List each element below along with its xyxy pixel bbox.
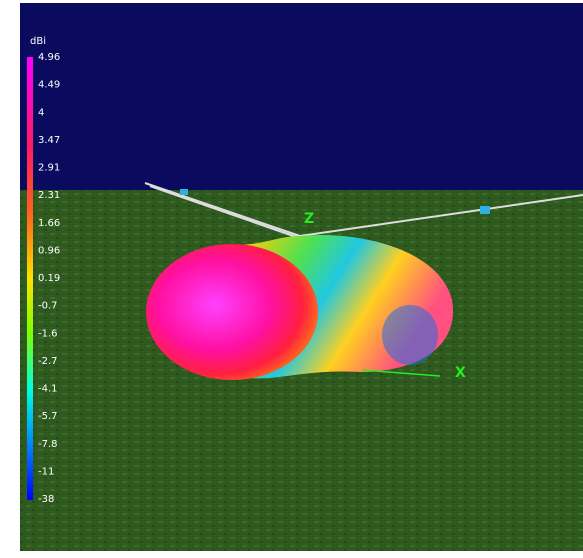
colorbar-label: -2.7 xyxy=(38,356,58,367)
colorbar-label: 1.66 xyxy=(38,218,60,229)
colorbar-label: -4.1 xyxy=(38,384,58,395)
colorbar-label: -5.7 xyxy=(38,411,58,422)
colorbar-label: 4.96 xyxy=(38,52,60,63)
colorbar-gradient xyxy=(27,57,33,500)
colorbar-label: 0.19 xyxy=(38,273,60,284)
colorbar-label: -1.6 xyxy=(38,328,58,339)
colorbar-label: 4.49 xyxy=(38,80,60,91)
colorbar-label: 2.91 xyxy=(38,163,60,174)
colorbar-label: 3.47 xyxy=(38,135,60,146)
colorbar-unit: dBi xyxy=(30,36,46,47)
sky xyxy=(20,3,583,191)
colorbar-label: 0.96 xyxy=(38,245,60,256)
x-axis-label: X xyxy=(455,365,466,381)
colorbar-label: 2.31 xyxy=(38,190,60,201)
colorbar-label: -7.8 xyxy=(38,439,58,450)
colorbar-label: -38 xyxy=(38,494,54,505)
antenna-element xyxy=(180,189,188,195)
viewport: Z X dBi 4.96 4.49 4 3.47 2.91 2.31 1.66 0.96 0.1… xyxy=(0,0,583,554)
colorbar-label: -11 xyxy=(38,466,54,477)
z-axis-label: Z xyxy=(304,211,314,227)
back-lobe-shade xyxy=(382,305,438,365)
colorbar-label: 4 xyxy=(38,107,44,118)
antenna-element xyxy=(480,206,490,214)
colorbar-label: -0.7 xyxy=(38,301,58,312)
main-lobe xyxy=(146,244,318,380)
